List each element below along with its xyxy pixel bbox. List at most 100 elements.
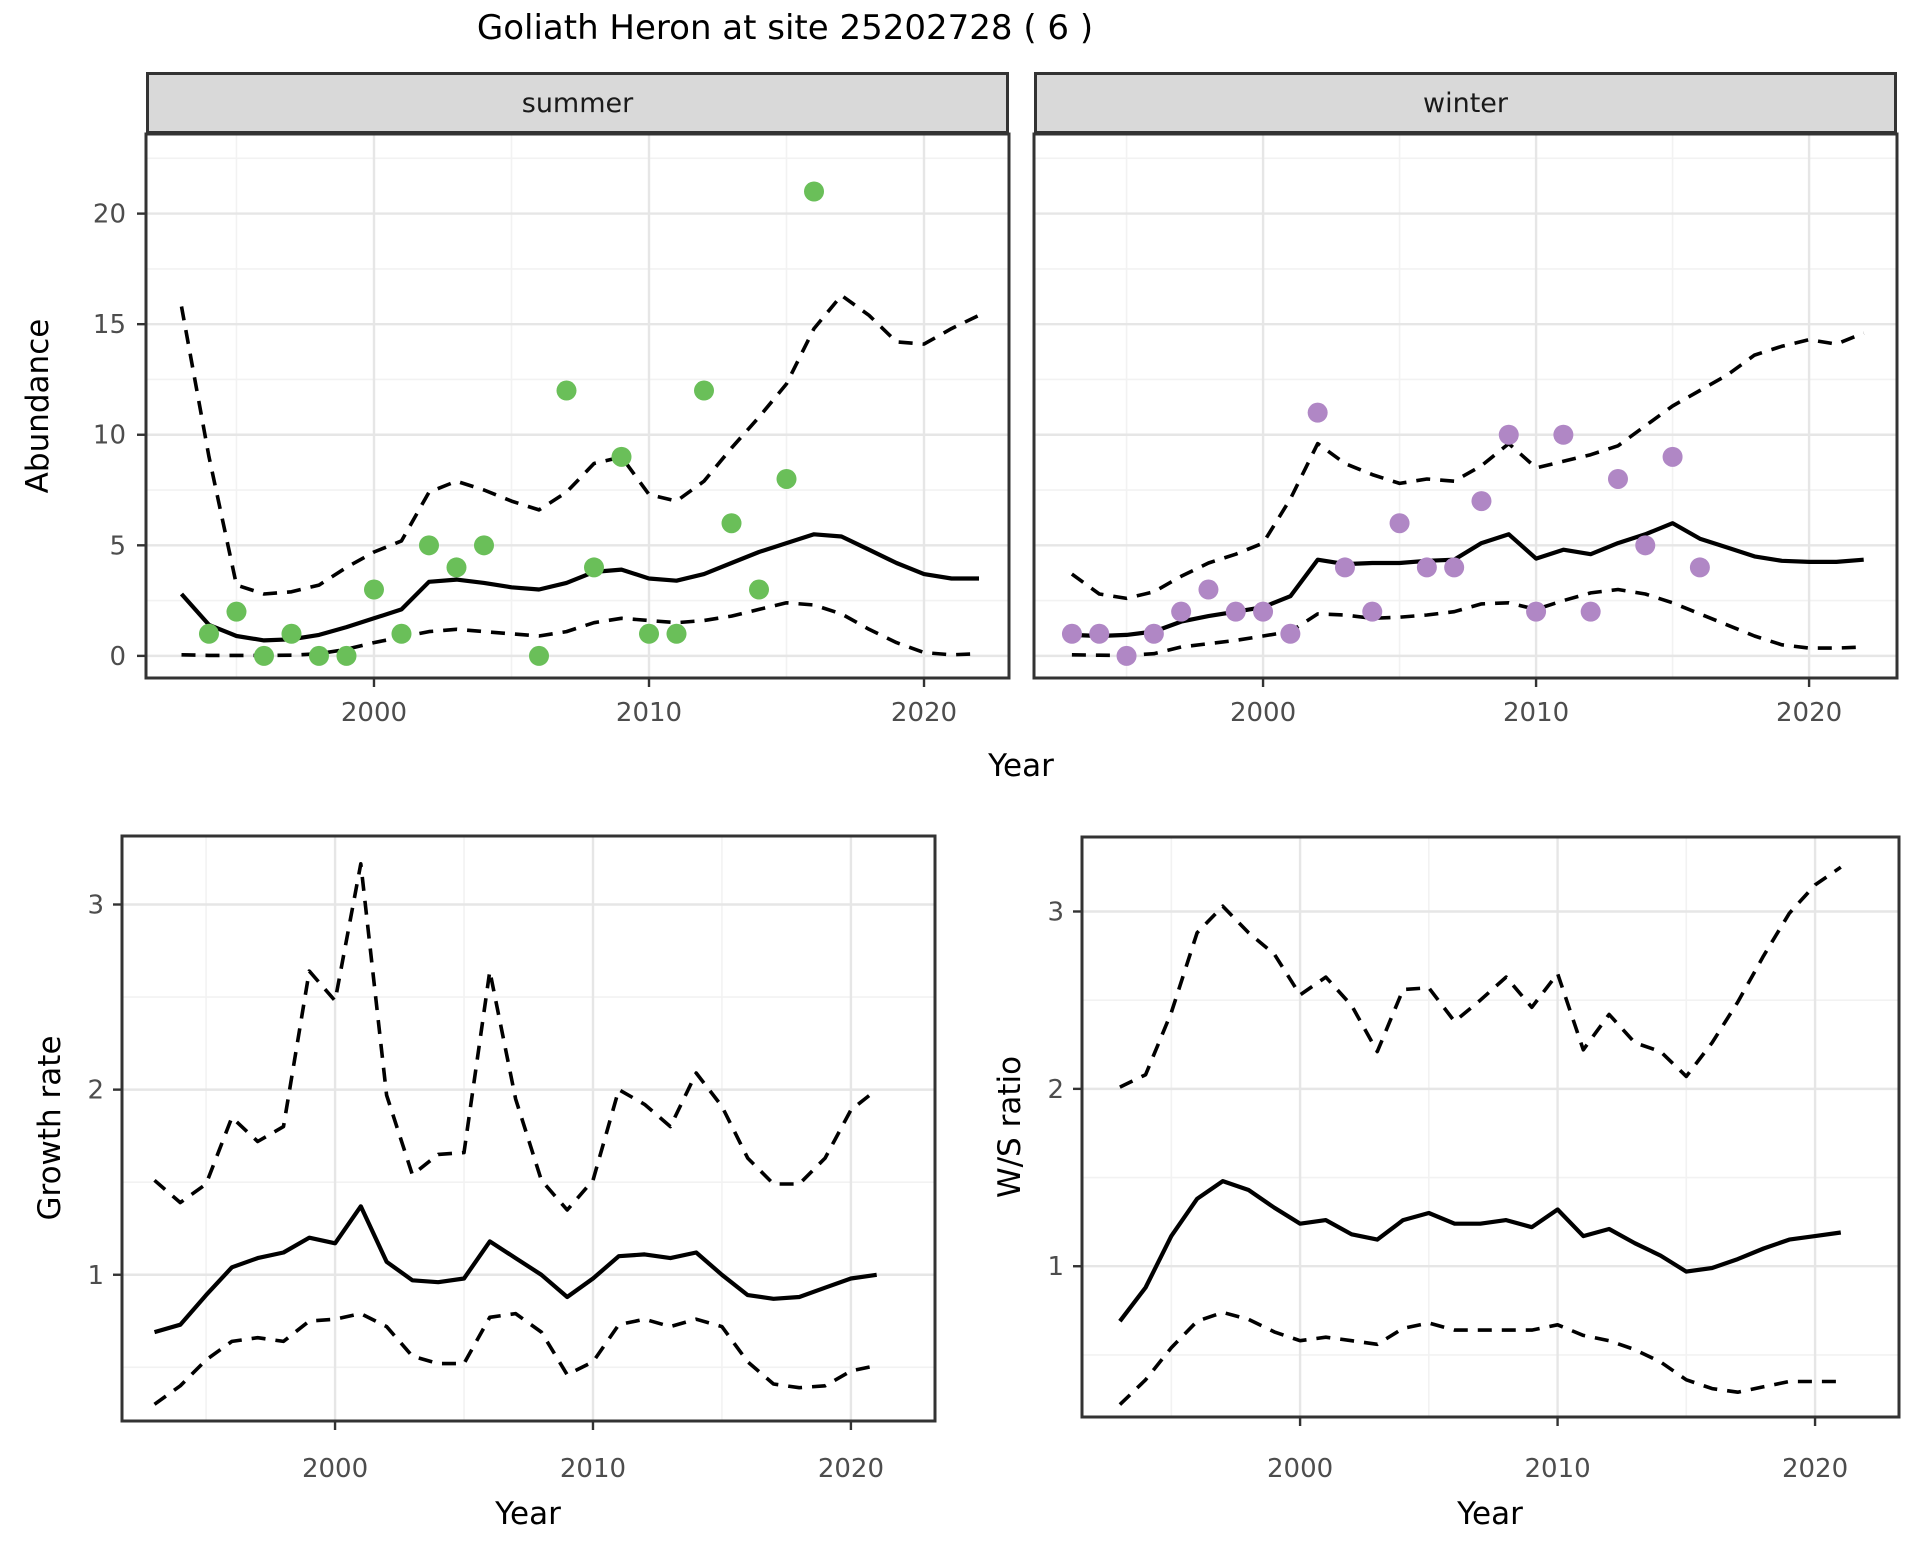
data-point-observed-counts: [308, 645, 329, 666]
y-tick-label: 20: [93, 200, 126, 230]
data-point-observed-counts: [804, 181, 825, 202]
x-tick-label: 2020: [891, 698, 957, 728]
panel-ws-ratio: 2000 2010 2020 1 2 3: [1047, 835, 1901, 1484]
data-point-observed-counts: [446, 557, 467, 578]
data-point-observed-counts: [639, 623, 660, 644]
panel-abundance-summer: 2000 2010 2020 0 5 10 15 20: [93, 132, 1011, 728]
series-ci-lower: [181, 600, 980, 658]
series-model-mean: [1071, 521, 1864, 639]
series-ci-upper: [179, 293, 980, 596]
data-point-observed-counts: [1362, 601, 1383, 622]
data-point-observed-counts: [418, 535, 439, 556]
data-point-observed-counts: [694, 380, 715, 401]
data-point-observed-counts: [253, 645, 274, 666]
data-point-observed-counts: [1143, 623, 1164, 644]
data-point-observed-counts: [1198, 579, 1219, 600]
x-axis-title-abundance: Year: [988, 748, 1054, 784]
data-point-observed-counts: [1334, 557, 1355, 578]
data-point-observed-counts: [1689, 557, 1710, 578]
data-point-observed-counts: [1553, 424, 1574, 445]
y-axis-title-abundance: Abundance: [20, 318, 56, 494]
x-tick-label: 2000: [302, 1454, 368, 1484]
x-tick-label: 2000: [1230, 698, 1296, 728]
data-point-observed-counts: [473, 535, 494, 556]
panel-growth-rate: 2000 2010 2020 1 2 3: [87, 834, 937, 1484]
series-ci-upper: [1070, 331, 1865, 601]
x-tick-label: 2010: [616, 698, 682, 728]
x-tick-label: 2020: [1776, 698, 1842, 728]
series-ci-upper: [1119, 865, 1842, 1089]
data-point-observed-counts: [749, 579, 770, 600]
panel-border: [1032, 132, 1899, 680]
chart-title: Goliath Heron at site 25202728 ( 6 ): [476, 8, 1094, 48]
data-point-observed-counts: [1580, 601, 1601, 622]
data-point-observed-counts: [1280, 623, 1301, 644]
data-point-observed-counts: [528, 645, 549, 666]
series-ci-upper: [153, 861, 878, 1212]
y-tick-label: 0: [109, 642, 126, 672]
x-tick-label: 2010: [1524, 1454, 1590, 1484]
x-axis-title-ws-ratio: Year: [1457, 1496, 1523, 1532]
data-point-observed-counts: [1471, 491, 1492, 512]
x-tick-label: 2010: [1503, 698, 1569, 728]
data-point-observed-counts: [1607, 468, 1628, 489]
data-point-observed-counts: [363, 579, 384, 600]
series-model-mean: [1118, 1178, 1842, 1323]
data-point-observed-counts: [391, 623, 412, 644]
data-point-observed-counts: [1444, 557, 1465, 578]
y-tick-label: 2: [87, 1076, 104, 1106]
data-point-observed-counts: [1225, 601, 1246, 622]
data-point-observed-counts: [1526, 601, 1547, 622]
data-point-observed-counts: [556, 380, 577, 401]
panel-border: [1080, 835, 1901, 1419]
data-point-observed-counts: [611, 446, 632, 467]
y-tick-label: 2: [1047, 1075, 1064, 1105]
y-tick-label: 15: [93, 310, 126, 340]
data-point-observed-counts: [1416, 557, 1437, 578]
data-point-observed-counts: [1498, 424, 1519, 445]
x-tick-label: 2020: [1782, 1454, 1848, 1484]
y-tick-label: 1: [87, 1261, 104, 1291]
series-ci-lower: [153, 1311, 878, 1406]
data-point-observed-counts: [1389, 513, 1410, 534]
data-point-observed-counts: [1662, 446, 1683, 467]
data-point-observed-counts: [1253, 601, 1274, 622]
data-point-observed-counts: [1116, 645, 1137, 666]
y-axis-title-ws-ratio: W/S ratio: [992, 1055, 1028, 1199]
y-tick-label: 5: [109, 531, 126, 561]
series-ci-lower: [1071, 587, 1864, 658]
data-point-observed-counts: [1635, 535, 1656, 556]
facet-strip-summer: summer: [146, 72, 1009, 134]
data-point-observed-counts: [776, 468, 797, 489]
data-point-observed-counts: [1171, 601, 1192, 622]
y-axis-title-growth-rate: Growth rate: [32, 1035, 68, 1221]
facet-strip-summer-label: summer: [521, 87, 634, 119]
x-tick-label: 2020: [818, 1454, 884, 1484]
data-point-observed-counts: [1089, 623, 1110, 644]
y-tick-label: 1: [1047, 1252, 1064, 1282]
panel-border: [120, 834, 937, 1423]
data-point-observed-counts: [1307, 402, 1328, 423]
data-point-observed-counts: [666, 623, 687, 644]
panel-border: [144, 132, 1011, 680]
data-point-observed-counts: [336, 645, 357, 666]
x-axis-title-growth-rate: Year: [495, 1496, 561, 1532]
x-tick-label: 2000: [1267, 1454, 1333, 1484]
series-ci-lower: [1118, 1310, 1841, 1406]
series-model-mean: [179, 532, 979, 643]
data-point-observed-counts: [721, 513, 742, 534]
facet-strip-winter-label: winter: [1423, 87, 1508, 119]
data-point-observed-counts: [1061, 623, 1082, 644]
data-point-observed-counts: [584, 557, 605, 578]
data-point-observed-counts: [226, 601, 247, 622]
y-tick-label: 3: [87, 890, 104, 920]
facet-strip-winter: winter: [1034, 72, 1897, 134]
data-point-observed-counts: [281, 623, 302, 644]
x-tick-label: 2010: [560, 1454, 626, 1484]
panel-abundance-winter: 2000 2010 2020: [1032, 132, 1899, 728]
y-tick-label: 10: [93, 421, 126, 451]
x-tick-label: 2000: [341, 698, 407, 728]
y-tick-label: 3: [1047, 897, 1064, 927]
